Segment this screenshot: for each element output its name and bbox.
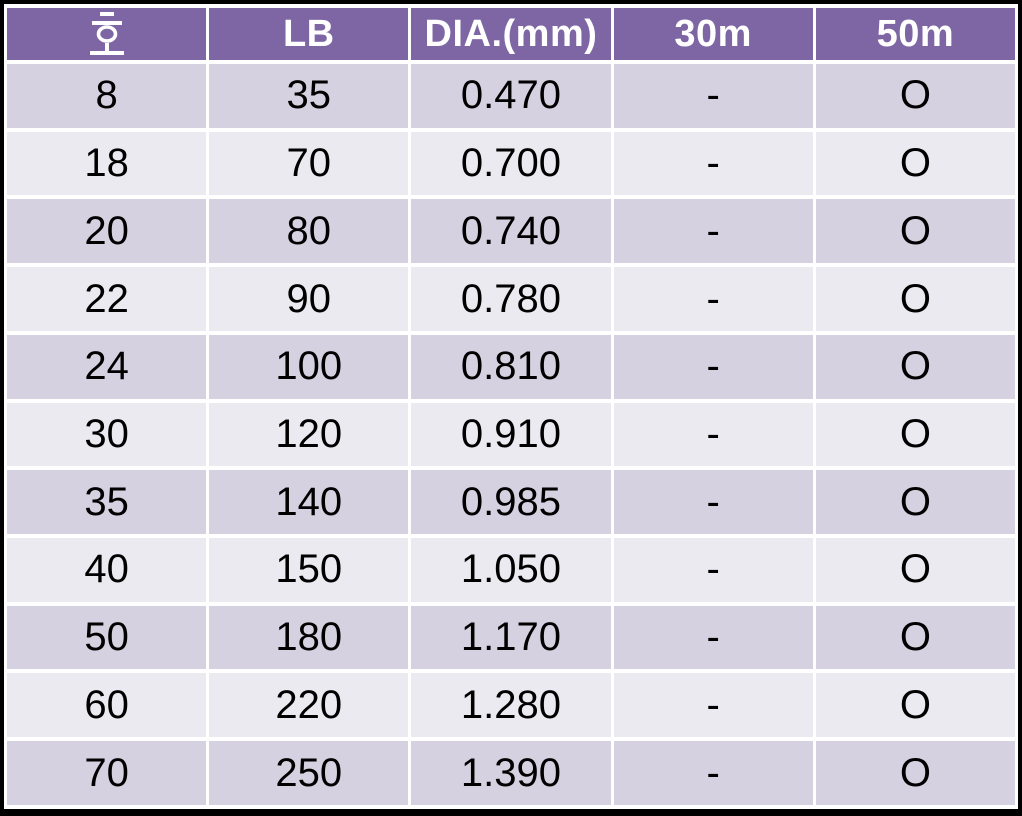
table-cell: 24 [7,334,207,399]
table-cell: - [613,402,813,467]
table-cell: 70 [209,131,409,196]
table-cell: 18 [7,131,207,196]
table-cell: 35 [7,470,207,535]
table-cell: 1.280 [411,673,611,738]
table-row: 50 180 1.170- O [7,605,1015,670]
table-row: 40 150 1.050- O [7,538,1015,602]
table-cell: 140 [209,470,409,535]
table-cell: - [613,605,813,670]
table-cell: O [815,741,1015,805]
table-cell: 0.810 [411,334,611,399]
table-row: 22 90 0.780- O [7,267,1015,331]
table-cell: O [815,605,1015,670]
ho-character-glyph [89,12,124,55]
table-cell: 40 [7,538,207,602]
table-cell: 8 [7,64,207,128]
table-cell: 50 [7,605,207,670]
header-row: LB DIA.(mm) 30m 50m [7,8,1015,60]
table-cell: O [815,673,1015,738]
table-cell: 0.985 [411,470,611,535]
table-cell: 120 [209,402,409,467]
table-row: 24 100 0.810- O [7,334,1015,399]
table-cell: 0.740 [411,199,611,264]
table-row: 60 220 1.280- O [7,673,1015,738]
table-cell: - [613,267,813,331]
table-row: 30 120 0.910- O [7,402,1015,467]
table-cell: 250 [209,741,409,805]
table-cell: 70 [7,741,207,805]
column-header-ho [7,8,207,60]
table-cell: 0.700 [411,131,611,196]
table-cell: 80 [209,199,409,264]
table-cell: 22 [7,267,207,331]
column-header-diamm: DIA.(mm) [411,8,611,60]
table-cell: 1.170 [411,605,611,670]
table-cell: - [613,673,813,738]
table-cell: 35 [209,64,409,128]
table-cell: 0.780 [411,267,611,331]
table-row: 18 70 0.700- O [7,131,1015,196]
table-cell: - [613,741,813,805]
table-cell: O [815,470,1015,535]
table-cell: - [613,131,813,196]
table-cell: 1.050 [411,538,611,602]
table-cell: O [815,131,1015,196]
table-cell: 150 [209,538,409,602]
table-cell: O [815,538,1015,602]
table-cell: 90 [209,267,409,331]
table-cell: - [613,199,813,264]
table-cell: O [815,199,1015,264]
table-cell: 1.390 [411,741,611,805]
table-cell: O [815,334,1015,399]
column-header-50m: 50m [815,8,1015,60]
table-row: 20 80 0.740- O [7,199,1015,264]
table-cell: 0.470 [411,64,611,128]
table-cell: - [613,64,813,128]
table-cell: O [815,402,1015,467]
table-cell: 30 [7,402,207,467]
table-cell: 100 [209,334,409,399]
table-row: 70 250 1.390- O [7,741,1015,805]
table-cell: 0.910 [411,402,611,467]
column-header-30m: 30m [613,8,813,60]
table-cell: - [613,470,813,535]
table-cell: 220 [209,673,409,738]
table-cell: 60 [7,673,207,738]
table-body: 8 35 0.470- O 18 70 0.700- O 20 80 0.740- O 22 90 0.78… [7,64,1015,805]
table-cell: - [613,334,813,399]
table-cell: 20 [7,199,207,264]
column-header-lb: LB [209,8,409,60]
table-row: 35 140 0.985- O [7,470,1015,535]
table-row: 8 35 0.470- O [7,64,1015,128]
table-cell: - [613,538,813,602]
table-cell: O [815,64,1015,128]
table-cell: 180 [209,605,409,670]
table-cell: O [815,267,1015,331]
table-header: LB DIA.(mm) 30m 50m [7,8,1015,60]
